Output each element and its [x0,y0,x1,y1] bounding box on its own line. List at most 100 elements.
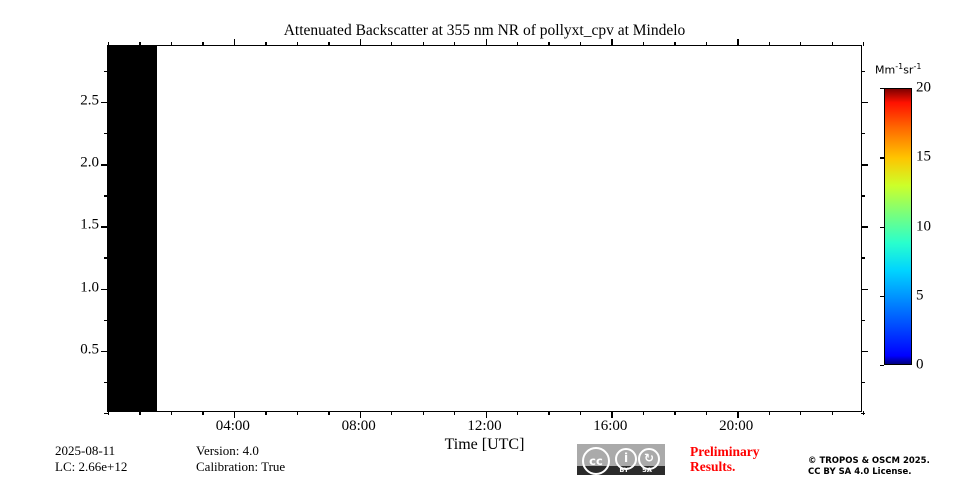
x-tick-top [233,39,236,46]
x-tick-label: 08:00 [341,418,376,434]
x-tick [768,411,770,415]
y-tick-right [861,101,868,104]
x-tick [265,411,267,415]
heatmap-data-layer [108,46,861,411]
y-tick-right [861,70,865,73]
y-tick [104,70,108,73]
y-tick-label: 1.5 [80,216,99,233]
attribution-person-icon: i [615,448,637,470]
x-tick-label: 12:00 [467,418,502,434]
x-tick-top [642,42,645,46]
x-tick-label: 20:00 [719,418,754,434]
y-tick [101,101,108,104]
colorbar-tick [880,295,884,298]
copyright-notice: © TROPOS & OSCM 2025. CC BY SA 4.0 Licen… [808,456,930,478]
x-tick [800,411,802,415]
x-tick [516,411,519,415]
y-tick [104,195,108,197]
y-tick-right [861,288,868,290]
x-tick [485,411,487,418]
y-axis-label: Height [km] [124,205,141,285]
x-tick-top [139,42,141,46]
colorbar-unit-mid: sr [903,63,914,77]
y-tick-label: 2.5 [80,92,99,109]
x-tick-top [611,39,613,46]
plot-area: Height [km] [101,39,868,418]
colorbar-tick-label: 15 [916,148,931,165]
x-tick [705,411,707,415]
y-tick [101,350,108,353]
x-tick [233,411,236,418]
badge-bottom-strip [577,466,665,475]
x-tick-top [831,42,833,46]
x-tick-top [170,42,173,46]
x-tick-top [202,42,204,46]
x-tick-top [485,39,487,46]
y-tick [101,226,108,228]
preliminary-line-2: Results. [690,459,736,474]
y-tick [104,413,108,415]
x-tick [422,411,424,415]
x-tick [579,411,582,415]
x-axis-label: Time [UTC] [444,436,525,453]
x-tick-label: 16:00 [593,418,628,434]
y-tick-right [861,195,865,197]
x-tick-top [705,42,707,46]
y-tick-label: 0.5 [80,341,99,358]
x-tick-top [296,42,299,46]
cc-icon: cc [582,447,610,475]
x-tick [170,411,173,415]
x-tick-top [265,42,267,46]
y-tick-label: 1.0 [80,279,99,296]
x-tick-top [391,42,393,46]
colorbar-tick-label: 0 [916,356,924,373]
x-tick-top [108,42,110,46]
x-tick-top [674,42,676,46]
y-tick [104,319,108,321]
x-tick [454,411,456,415]
x-tick [359,411,362,418]
x-tick-top [454,42,456,46]
badge-sa-label: SA [642,466,652,474]
y-tick-label: 2.0 [80,154,99,171]
y-tick-right [861,319,865,321]
x-tick-label: 04:00 [215,418,250,434]
colorbar-gradient [884,88,912,365]
footer-date: 2025-08-11 [55,443,116,458]
colorbar-unit-exp1: -1 [895,62,904,71]
data-region [108,46,157,411]
colorbar-tick-label: 10 [916,218,931,234]
chart-title: Attenuated Backscatter at 355 nm NR of p… [283,22,686,39]
x-tick-top [548,42,550,46]
y-tick-right [861,164,868,166]
y-tick-right [861,257,865,259]
y-tick [104,133,108,135]
colorbar-tick [880,88,884,90]
x-tick-top [516,42,519,46]
y-tick-right [861,413,865,415]
y-tick [101,288,108,290]
colorbar-unit-exp2: -1 [913,62,922,71]
y-tick-right [861,381,865,384]
x-tick [139,411,141,415]
x-tick [296,411,299,415]
colorbar-tick [880,157,884,159]
y-tick-right [861,350,868,353]
colorbar-tick-label: 5 [916,287,924,304]
x-tick [202,411,204,415]
footer-lidar-constant: LC: 2.66e+12 [55,459,128,474]
x-tick [548,411,550,415]
y-tick [104,257,108,259]
x-tick-top [800,42,802,46]
x-tick [674,411,676,415]
preliminary-results-notice: Preliminary Results. [690,444,759,474]
x-tick [108,411,110,415]
x-tick-top [579,42,582,46]
x-tick-top [737,39,739,46]
preliminary-line-1: Preliminary [690,444,760,459]
creative-commons-badge-icon: cc i ↻ BY SA [577,444,665,475]
x-tick-top [359,39,362,46]
footer-calibration: Calibration: True [196,459,286,474]
x-tick [831,411,833,415]
x-tick [391,411,393,415]
